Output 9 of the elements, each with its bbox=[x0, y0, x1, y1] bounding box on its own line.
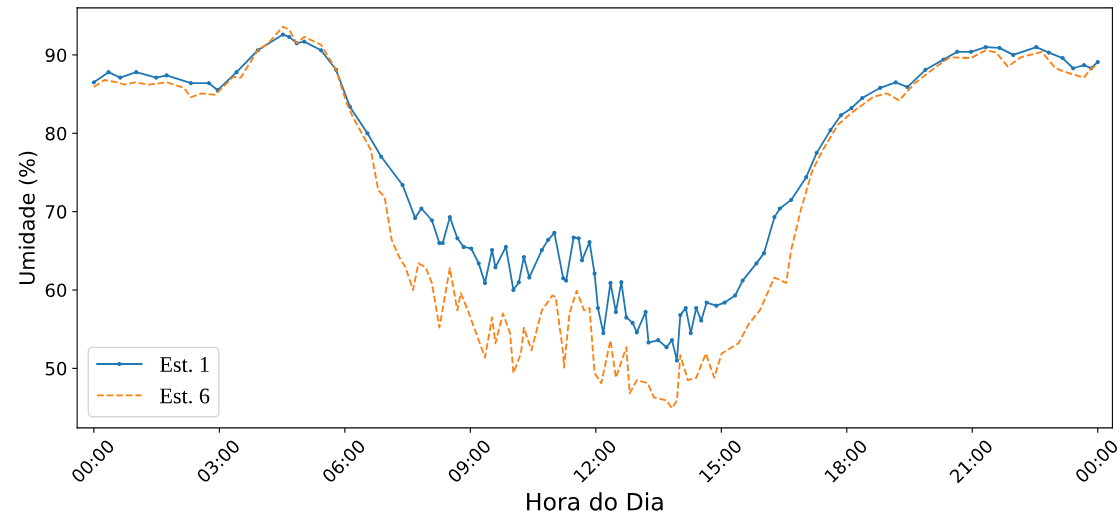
y-tick-label: 50 bbox=[45, 361, 67, 376]
legend-label: Est. 1 bbox=[160, 357, 209, 373]
legend-label: Est. 6 bbox=[160, 388, 210, 404]
y-tick-label: 60 bbox=[45, 283, 67, 298]
y-axis-title: Umidade (%) bbox=[18, 151, 38, 285]
y-tick-label: 70 bbox=[45, 205, 67, 219]
y-tick-label: 90 bbox=[45, 48, 67, 63]
y-tick-label: 80 bbox=[45, 126, 67, 141]
x-axis-title: Hora do Dia bbox=[527, 492, 663, 511]
